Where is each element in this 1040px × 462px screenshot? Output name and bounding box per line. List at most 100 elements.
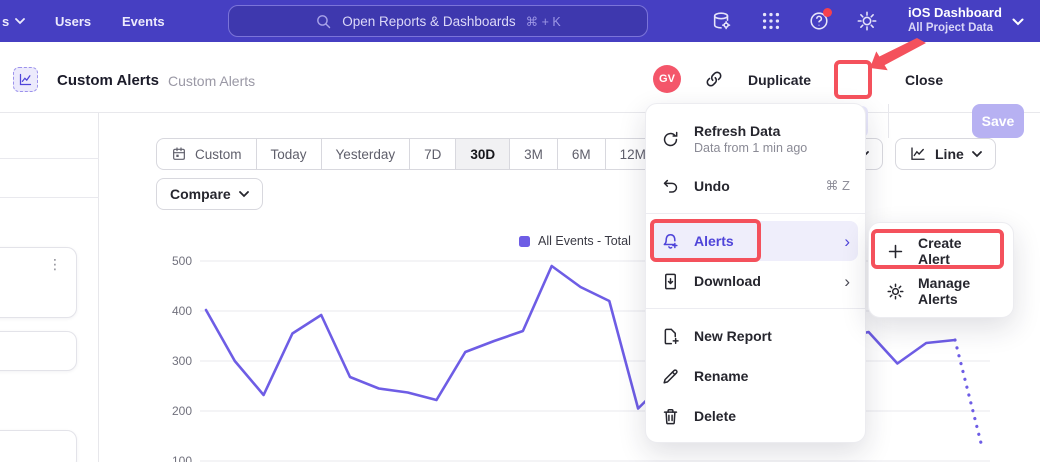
date-range-custom[interactable]: Custom [157,139,256,169]
chart-type-label: Line [935,146,964,162]
menu-item-label: Create Alert [918,235,962,267]
menu-item-delete[interactable]: Delete [646,396,865,436]
date-range-label: Custom [195,146,242,162]
menu-item-shortcut: ⌘ Z [825,178,850,193]
gear-icon [886,282,905,301]
breadcrumb: Custom Alerts [168,73,256,89]
menu-item-download[interactable]: Download › [646,261,865,301]
global-search-input[interactable]: Open Reports & Dashboards ⌘ + K [228,5,648,37]
plus-icon [886,242,905,261]
refresh-icon [661,130,680,149]
menu-item-label: Rename [694,368,749,384]
date-range-today[interactable]: Today [255,139,321,169]
menu-item-label: Refresh Data [694,123,781,139]
nav-item-events[interactable]: Events [122,0,165,42]
left-sidebar: ⋮ [0,113,99,462]
close-button[interactable]: Close [905,72,943,88]
date-range-yesterday[interactable]: Yesterday [320,139,410,169]
apps-grid-icon[interactable] [760,10,782,32]
menu-divider [646,308,865,309]
menu-item-label: Alerts [694,233,734,249]
menu-item-alerts[interactable]: Alerts › [653,221,858,261]
report-type-icon[interactable] [13,67,38,92]
download-file-icon [661,272,680,291]
chevron-down-icon[interactable] [1012,18,1024,26]
date-range-6m[interactable]: 6M [556,139,605,169]
legend-swatch [519,235,530,247]
duplicate-label: Duplicate [748,72,812,88]
context-menu: Refresh Data Data from 1 min ago Undo ⌘ … [645,103,866,443]
nav-item-label: s [2,13,10,29]
menu-divider [646,213,865,214]
settings-gear-icon[interactable] [856,10,878,32]
search-shortcut: ⌘ + K [525,14,561,29]
copy-link-icon[interactable] [704,69,724,89]
menu-item-label: Manage Alerts [918,275,971,307]
menu-item-label: Undo [694,178,730,194]
chevron-down-icon [971,150,982,157]
menu-item-refresh-data[interactable]: Refresh Data Data from 1 min ago [646,112,865,166]
line-chart-icon [19,73,32,86]
date-range-3m[interactable]: 3M [509,139,557,169]
trash-icon [661,407,680,426]
date-range-30d[interactable]: 30D [455,139,510,169]
chevron-down-icon [238,190,249,197]
chevron-down-icon [15,17,26,24]
chevron-right-icon: › [844,231,850,251]
sidebar-divider [0,197,99,198]
sidebar-card[interactable] [0,430,77,462]
compare-button[interactable]: Compare [156,178,263,210]
save-button[interactable]: Save [972,104,1024,138]
menu-item-subtitle: Data from 1 min ago [694,141,808,155]
project-name: iOS Dashboard [908,5,1002,20]
undo-icon [661,177,680,196]
menu-item-rename[interactable]: Rename [646,356,865,396]
notification-dot [823,8,832,17]
line-chart-icon [911,147,925,160]
sidebar-card[interactable]: ⋮ [0,247,77,318]
calendar-icon [173,147,185,160]
new-report-icon [661,327,680,346]
help-icon[interactable] [808,8,832,32]
nav-item-truncated[interactable]: s [2,0,26,42]
compare-label: Compare [170,186,231,202]
close-label: Close [905,72,944,88]
date-range-label: 7D [424,146,442,162]
avatar[interactable]: GV [653,65,681,93]
sidebar-card[interactable] [0,331,77,371]
svg-text:200: 200 [172,404,192,418]
date-range-label: 30D [470,146,496,162]
page-title: Custom Alerts [57,72,159,89]
legend-label: All Events - Total [538,234,631,248]
menu-item-undo[interactable]: Undo ⌘ Z [646,166,865,206]
chart-legend: All Events - Total [519,234,631,248]
search-placeholder: Open Reports & Dashboards [342,13,516,29]
submenu-item-manage-alerts[interactable]: Manage Alerts [869,271,1013,311]
avatar-initials: GV [659,73,675,85]
nav-item-label: Events [122,13,165,29]
nav-item-label: Users [55,13,92,29]
header-divider [888,104,889,138]
svg-text:400: 400 [172,304,192,318]
top-navbar: s Users Events Open Reports & Dashboards… [0,0,1040,42]
search-icon [317,14,331,28]
menu-item-label: Delete [694,408,737,424]
alerts-submenu: Create Alert Manage Alerts [868,222,1014,318]
date-range-label: 3M [524,146,543,162]
chevron-right-icon: › [844,271,850,291]
submenu-item-create-alert[interactable]: Create Alert [869,231,1013,271]
data-management-icon[interactable] [711,10,733,32]
date-range-label: Yesterday [335,146,396,162]
menu-item-new-report[interactable]: New Report [646,316,865,356]
save-label: Save [981,113,1015,129]
date-range-12m[interactable]: 12M [604,139,660,169]
date-range-7d[interactable]: 7D [409,139,455,169]
project-switcher[interactable]: iOS Dashboard All Project Data [908,4,1002,36]
date-range-label: 12M [619,146,646,162]
duplicate-button[interactable]: Duplicate [748,72,811,88]
nav-item-users[interactable]: Users [55,0,91,42]
chart-type-dropdown[interactable]: Line [895,138,996,170]
kebab-menu-icon[interactable]: ⋮ [48,256,62,272]
svg-text:100: 100 [172,454,192,462]
